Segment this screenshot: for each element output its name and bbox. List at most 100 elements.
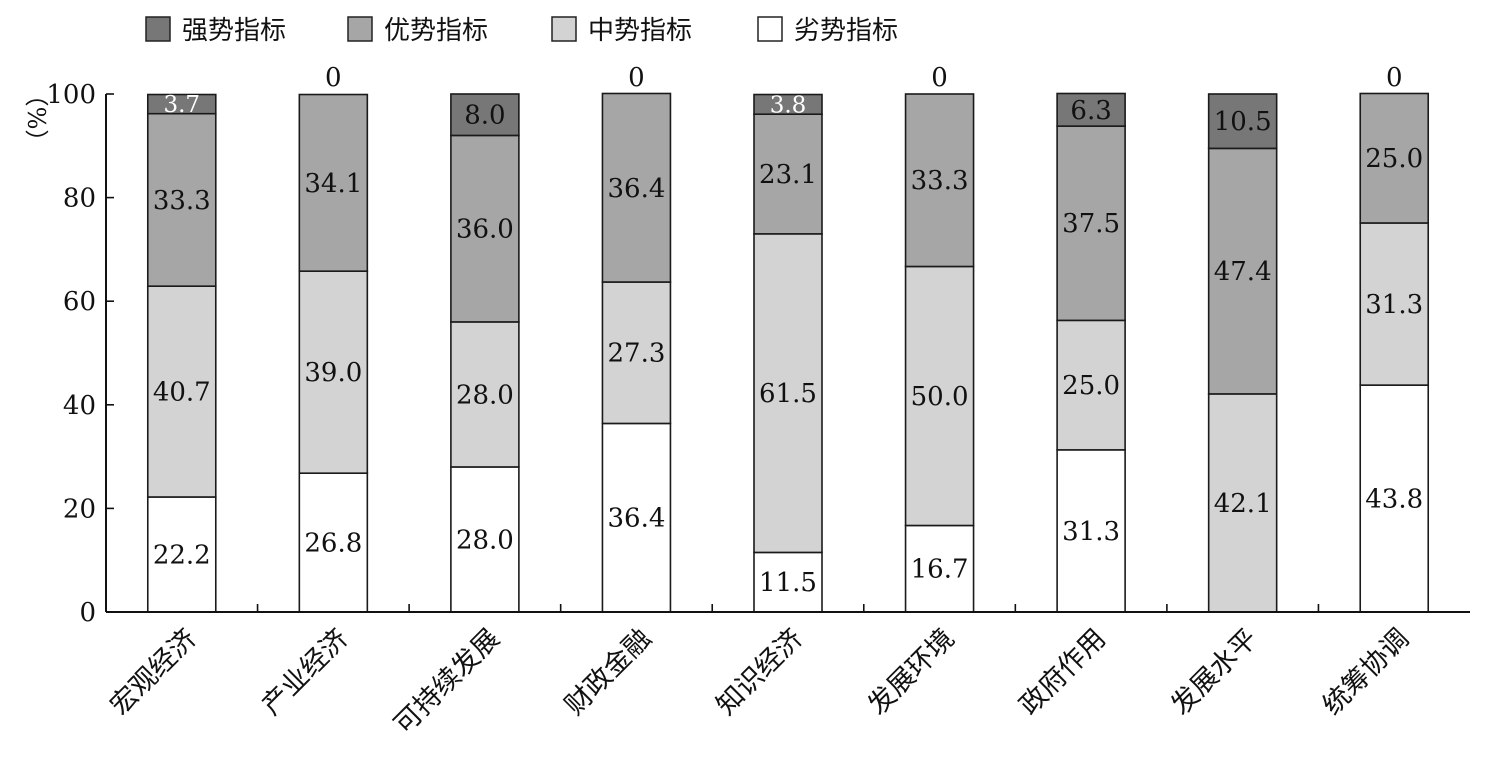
- y-axis-label: （%）: [22, 83, 50, 154]
- data-label: 31.3: [1062, 517, 1120, 547]
- bar-segment: [1207, 147, 1278, 395]
- bar-segment: [904, 524, 975, 613]
- data-label: 50.0: [911, 382, 969, 412]
- bar-stack: 36.4 27.3 36.4 0: [601, 63, 672, 613]
- data-label: 40.7: [153, 378, 211, 408]
- bar-stack: 26.8 39.0 34.1 0: [298, 63, 369, 613]
- bar-segment: [146, 112, 217, 287]
- y-tick-label: 80: [63, 184, 96, 214]
- legend-item: 中势指标: [551, 16, 692, 46]
- bar-segment: [450, 466, 520, 613]
- x-category-label: 政府作用: [1014, 623, 1112, 721]
- bars: 22.2 40.7 33.3 3.7 26.8 39.0 34.1 0 28.0 28.0 36.0…: [146, 63, 1430, 613]
- bar-segment: [601, 422, 672, 613]
- bar-segment: [1056, 92, 1126, 127]
- bar-segment: [1359, 92, 1430, 224]
- bar-stack: 11.5 61.5 23.1 3.8: [753, 92, 823, 613]
- data-label: 43.8: [1365, 485, 1423, 515]
- bar-segment: [1056, 319, 1126, 451]
- bar-segment: [904, 265, 975, 527]
- data-label: 6.3: [1070, 96, 1111, 126]
- data-label: 39.0: [304, 358, 362, 388]
- y-tick-label: 60: [63, 287, 96, 317]
- x-category-label: 宏观经济: [104, 623, 202, 721]
- y-ticks: 0 20 40 60 80 100: [46, 80, 114, 628]
- data-label: 34.1: [304, 169, 362, 199]
- bar-stack: 43.8 31.3 25.0 0: [1359, 63, 1430, 613]
- data-label: 36.4: [607, 174, 665, 204]
- data-label: 26.8: [304, 529, 362, 559]
- bar-segment: [1207, 93, 1278, 150]
- bar-segment: [753, 551, 823, 613]
- x-category-label: 发展环境: [862, 623, 960, 721]
- bar-segment: [450, 93, 520, 137]
- y-tick-label: 20: [63, 494, 96, 524]
- data-label: 22.2: [153, 541, 211, 571]
- data-label: 11.5: [759, 568, 817, 598]
- bar-segment: [1056, 125, 1126, 322]
- data-label: 23.1: [759, 160, 817, 190]
- legend-label: 强势指标: [182, 16, 286, 46]
- bar-stack: 31.3 25.0 37.5 6.3: [1056, 92, 1126, 613]
- data-label: 27.3: [607, 339, 665, 369]
- legend-swatch: [145, 16, 171, 42]
- data-label: 0: [931, 63, 948, 93]
- data-label: 0: [628, 63, 645, 93]
- legend-swatch: [551, 16, 577, 42]
- legend-label: 劣势指标: [794, 16, 898, 46]
- y-tick-label: 40: [63, 391, 96, 421]
- bar-segment: [753, 93, 823, 116]
- legend-item: 优势指标: [347, 16, 488, 46]
- data-label: 61.5: [759, 379, 817, 409]
- data-label: 3.8: [770, 92, 807, 118]
- bar-segment: [450, 134, 520, 323]
- x-category-label: 财政金融: [559, 623, 657, 721]
- axes: [105, 94, 1470, 613]
- y-tick-label: 100: [46, 80, 96, 110]
- legend-item: 强势指标: [145, 16, 286, 46]
- data-label: 37.5: [1062, 209, 1120, 239]
- data-label: 33.3: [153, 186, 211, 216]
- bar-segment: [146, 93, 217, 115]
- legend-swatch: [757, 16, 783, 42]
- bar-segment: [1359, 222, 1430, 386]
- data-label: 36.0: [456, 215, 514, 245]
- bar-segment: [1207, 393, 1278, 613]
- data-label: 42.1: [1214, 489, 1272, 519]
- x-category-label: 可持续发展: [388, 623, 505, 740]
- data-label: 28.0: [456, 525, 514, 555]
- bar-stack: 28.0 28.0 36.0 8.0: [450, 93, 520, 613]
- legend-label: 中势指标: [588, 16, 692, 46]
- data-label: 0: [325, 63, 342, 93]
- x-category-label: 发展水平: [1165, 623, 1263, 721]
- bar-stack: 22.2 40.7 33.3 3.7: [146, 92, 217, 613]
- x-category-label: 知识经济: [711, 623, 809, 721]
- x-category-label: 产业经济: [256, 623, 354, 721]
- x-category-labels: 宏观经济 产业经济 可持续发展 财政金融 知识经济 发展环境 政府作用 发展水平 统筹协调: [104, 623, 1415, 740]
- data-label: 10.5: [1214, 107, 1272, 137]
- data-label: 36.4: [607, 504, 665, 534]
- data-label: 25.0: [1365, 144, 1423, 174]
- data-label: 3.7: [163, 92, 200, 118]
- legend-item: 劣势指标: [757, 16, 898, 46]
- bar-segment: [146, 496, 217, 613]
- bar-segment: [753, 113, 823, 235]
- data-label: 16.7: [911, 555, 969, 585]
- data-label: 25.0: [1062, 371, 1120, 401]
- legend-label: 优势指标: [384, 16, 488, 46]
- bar-segment: [753, 233, 823, 554]
- bar-segment: [298, 93, 369, 272]
- data-label: 47.4: [1214, 257, 1272, 287]
- data-label: 0: [1386, 63, 1403, 93]
- bar-segment: [601, 92, 672, 283]
- bar-segment: [1359, 384, 1430, 613]
- legend-swatch: [347, 16, 373, 42]
- legend: 强势指标 优势指标 中势指标 劣势指标: [145, 16, 898, 46]
- bar-segment: [904, 93, 975, 268]
- bar-segment: [450, 321, 520, 468]
- bar-segment: [298, 270, 369, 474]
- bar-segment: [601, 281, 672, 425]
- bar-stack: 16.7 50.0 33.3 0: [904, 63, 975, 613]
